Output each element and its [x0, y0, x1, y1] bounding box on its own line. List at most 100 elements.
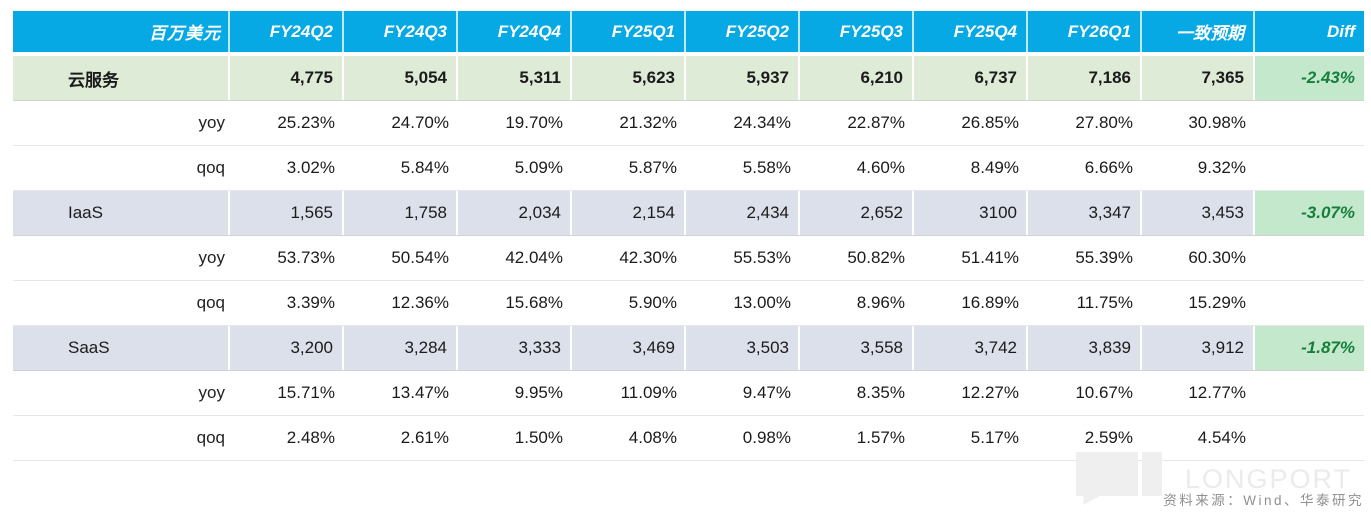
row-label-cloud-services: 云服务: [13, 56, 230, 100]
column-header-fy25q1: FY25Q1: [572, 11, 686, 52]
column-header-fy24q2: FY24Q2: [230, 11, 344, 52]
row-label-saas: SaaS: [13, 326, 230, 370]
cell-iaas-diff: -3.07%: [1255, 191, 1364, 235]
cell-iaas-qoq-fy26q1: 11.75%: [1028, 281, 1142, 325]
cell-iaas-yoy-diff: [1255, 236, 1364, 280]
cell-iaas-fy25q1: 2,154: [572, 191, 686, 235]
cell-cloud-services-qoq-fy25q2: 5.58%: [686, 146, 800, 190]
table-row-saas-yoy: yoy 15.71% 13.47% 9.95% 11.09% 9.47% 8.35% 12.2…: [13, 371, 1364, 416]
cell-saas-yoy-fy25q4: 12.27%: [914, 371, 1028, 415]
cell-cloud-services-qoq-consensus: 9.32%: [1142, 146, 1255, 190]
column-header-fy25q2: FY25Q2: [686, 11, 800, 52]
cell-saas-yoy-fy24q4: 9.95%: [458, 371, 572, 415]
cell-cloud-services-qoq-fy26q1: 6.66%: [1028, 146, 1142, 190]
cell-iaas-fy25q4: 3100: [914, 191, 1028, 235]
column-header-fy24q3: FY24Q3: [344, 11, 458, 52]
cell-saas-fy25q2: 3,503: [686, 326, 800, 370]
cell-cloud-services-consensus: 7,365: [1142, 56, 1255, 100]
cell-iaas-qoq-fy25q3: 8.96%: [800, 281, 914, 325]
logo-bar-shape: [1142, 452, 1162, 496]
cell-iaas-qoq-fy24q4: 15.68%: [458, 281, 572, 325]
cell-saas-fy24q3: 3,284: [344, 326, 458, 370]
column-header-fy24q4: FY24Q4: [458, 11, 572, 52]
row-label-iaas: IaaS: [13, 191, 230, 235]
cell-saas-yoy-fy26q1: 10.67%: [1028, 371, 1142, 415]
cell-cloud-services-fy25q2: 5,937: [686, 56, 800, 100]
cell-iaas-fy26q1: 3,347: [1028, 191, 1142, 235]
cell-saas-yoy-fy24q2: 15.71%: [230, 371, 344, 415]
table-row-iaas-yoy: yoy 53.73% 50.54% 42.04% 42.30% 55.53% 50.82% 5…: [13, 236, 1364, 281]
cell-cloud-services-fy25q1: 5,623: [572, 56, 686, 100]
cell-iaas-qoq-consensus: 15.29%: [1142, 281, 1255, 325]
cell-saas-fy25q4: 3,742: [914, 326, 1028, 370]
cell-cloud-services-qoq-fy25q1: 5.87%: [572, 146, 686, 190]
row-label-iaas-qoq: qoq: [13, 281, 230, 325]
table-row-cloud-services-qoq: qoq 3.02% 5.84% 5.09% 5.87% 5.58% 4.60% 8.49% 6.…: [13, 146, 1364, 191]
cell-saas-qoq-fy25q2: 0.98%: [686, 416, 800, 460]
cell-iaas-fy25q2: 2,434: [686, 191, 800, 235]
cell-iaas-yoy-fy24q2: 53.73%: [230, 236, 344, 280]
cell-iaas-qoq-diff: [1255, 281, 1364, 325]
cell-saas-qoq-fy25q1: 4.08%: [572, 416, 686, 460]
column-header-fy26q1: FY26Q1: [1028, 11, 1142, 52]
cell-iaas-qoq-fy24q3: 12.36%: [344, 281, 458, 325]
cell-cloud-services-qoq-fy24q3: 5.84%: [344, 146, 458, 190]
cell-cloud-services-fy25q4: 6,737: [914, 56, 1028, 100]
cell-cloud-services-diff: -2.43%: [1255, 56, 1364, 100]
cell-saas-yoy-fy25q3: 8.35%: [800, 371, 914, 415]
table-row-iaas: IaaS 1,565 1,758 2,034 2,154 2,434 2,652 3100 3,…: [13, 191, 1364, 236]
cell-iaas-yoy-fy25q4: 51.41%: [914, 236, 1028, 280]
cell-cloud-services-yoy-fy24q3: 24.70%: [344, 101, 458, 145]
cell-saas-diff: -1.87%: [1255, 326, 1364, 370]
row-label-saas-qoq: qoq: [13, 416, 230, 460]
cell-cloud-services-fy24q3: 5,054: [344, 56, 458, 100]
row-label-iaas-yoy: yoy: [13, 236, 230, 280]
cell-iaas-fy25q3: 2,652: [800, 191, 914, 235]
cell-saas-qoq-fy24q4: 1.50%: [458, 416, 572, 460]
cell-saas-yoy-consensus: 12.77%: [1142, 371, 1255, 415]
table-row-saas: SaaS 3,200 3,284 3,333 3,469 3,503 3,558 3,742 3…: [13, 326, 1364, 371]
cell-iaas-qoq-fy24q2: 3.39%: [230, 281, 344, 325]
column-header-consensus: 一致预期: [1142, 11, 1255, 52]
cell-cloud-services-fy25q3: 6,210: [800, 56, 914, 100]
table-row-cloud-services-yoy: yoy 25.23% 24.70% 19.70% 21.32% 24.34% 22.87% 2…: [13, 101, 1364, 146]
cell-saas-qoq-fy25q4: 5.17%: [914, 416, 1028, 460]
table-header-row: 百万美元 FY24Q2 FY24Q3 FY24Q4 FY25Q1 FY25Q2 FY25Q3…: [13, 11, 1364, 52]
cell-cloud-services-qoq-fy24q4: 5.09%: [458, 146, 572, 190]
cell-iaas-qoq-fy25q1: 5.90%: [572, 281, 686, 325]
cell-iaas-fy24q4: 2,034: [458, 191, 572, 235]
cell-saas-qoq-fy25q3: 1.57%: [800, 416, 914, 460]
cell-cloud-services-yoy-fy25q3: 22.87%: [800, 101, 914, 145]
cell-iaas-qoq-fy25q2: 13.00%: [686, 281, 800, 325]
cell-saas-qoq-fy24q2: 2.48%: [230, 416, 344, 460]
cell-iaas-yoy-fy26q1: 55.39%: [1028, 236, 1142, 280]
cloud-revenue-table: 百万美元 FY24Q2 FY24Q3 FY24Q4 FY25Q1 FY25Q2 FY25Q3…: [13, 11, 1364, 461]
cell-saas-fy25q3: 3,558: [800, 326, 914, 370]
table-row-cloud-services: 云服务 4,775 5,054 5,311 5,623 5,937 6,210 6,737 7,…: [13, 56, 1364, 101]
cell-iaas-yoy-fy24q4: 42.04%: [458, 236, 572, 280]
column-header-diff: Diff: [1255, 11, 1364, 52]
cell-saas-fy25q1: 3,469: [572, 326, 686, 370]
cell-saas-yoy-diff: [1255, 371, 1364, 415]
cell-cloud-services-yoy-fy25q2: 24.34%: [686, 101, 800, 145]
cell-iaas-yoy-fy24q3: 50.54%: [344, 236, 458, 280]
cell-cloud-services-yoy-fy26q1: 27.80%: [1028, 101, 1142, 145]
table-row-saas-qoq: qoq 2.48% 2.61% 1.50% 4.08% 0.98% 1.57% 5.17% 2.…: [13, 416, 1364, 461]
column-header-fy25q3: FY25Q3: [800, 11, 914, 52]
cell-cloud-services-qoq-fy24q2: 3.02%: [230, 146, 344, 190]
cell-iaas-yoy-fy25q3: 50.82%: [800, 236, 914, 280]
cell-cloud-services-fy26q1: 7,186: [1028, 56, 1142, 100]
row-label-cloud-services-qoq: qoq: [13, 146, 230, 190]
cell-cloud-services-fy24q4: 5,311: [458, 56, 572, 100]
cell-saas-consensus: 3,912: [1142, 326, 1255, 370]
cell-cloud-services-qoq-diff: [1255, 146, 1364, 190]
cell-cloud-services-yoy-diff: [1255, 101, 1364, 145]
cell-iaas-consensus: 3,453: [1142, 191, 1255, 235]
cell-iaas-yoy-fy25q1: 42.30%: [572, 236, 686, 280]
cell-iaas-fy24q3: 1,758: [344, 191, 458, 235]
cell-iaas-yoy-fy25q2: 55.53%: [686, 236, 800, 280]
cell-iaas-yoy-consensus: 60.30%: [1142, 236, 1255, 280]
cell-cloud-services-yoy-fy24q4: 19.70%: [458, 101, 572, 145]
row-label-cloud-services-yoy: yoy: [13, 101, 230, 145]
